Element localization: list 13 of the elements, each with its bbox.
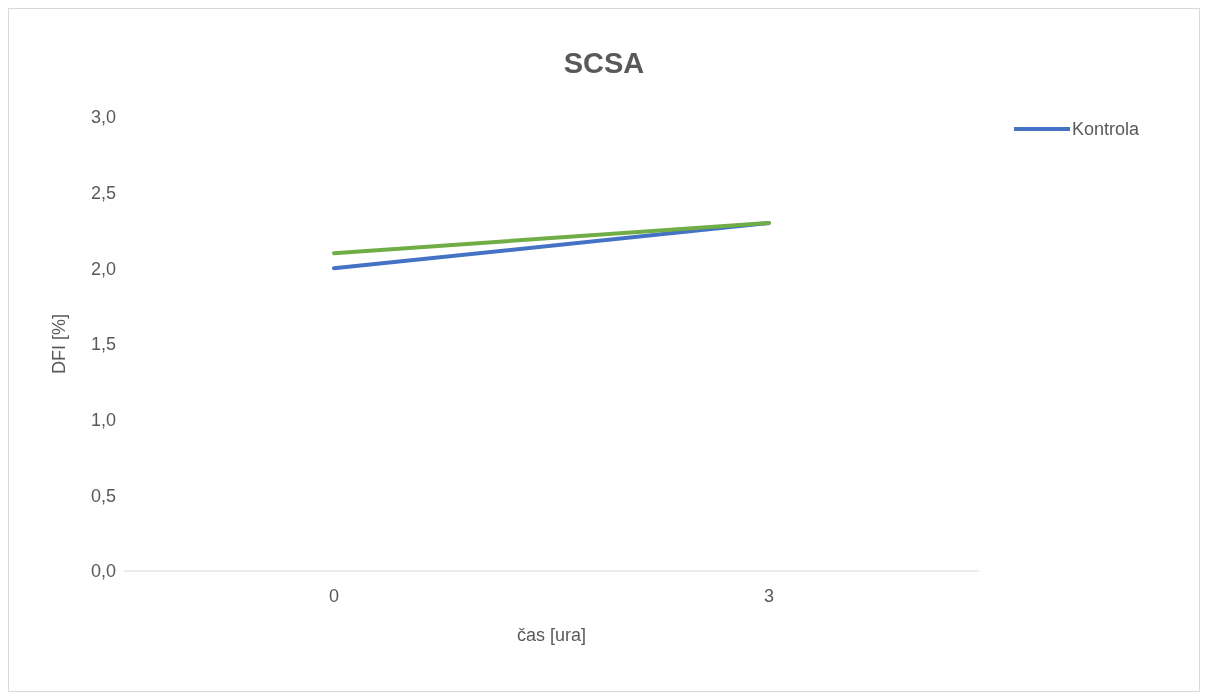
- legend-label: Kontrola: [1072, 118, 1140, 140]
- y-tick-label: 1,5: [90, 334, 116, 355]
- y-tick-label: 0,5: [90, 485, 116, 506]
- y-axis-title: DFI [%]: [49, 313, 70, 375]
- y-tick-label: 0,0: [90, 561, 116, 582]
- x-axis-title: čas [ura]: [516, 625, 587, 645]
- x-tick-label: 3: [763, 585, 775, 606]
- y-tick-label: 2,5: [90, 183, 116, 204]
- y-tick-label: 1,0: [90, 410, 116, 431]
- y-tick-label: 3,0: [90, 107, 116, 128]
- y-tick-label: 2,0: [90, 258, 116, 279]
- chart-title: SCSA: [562, 47, 646, 80]
- x-tick-label: 0: [328, 585, 340, 606]
